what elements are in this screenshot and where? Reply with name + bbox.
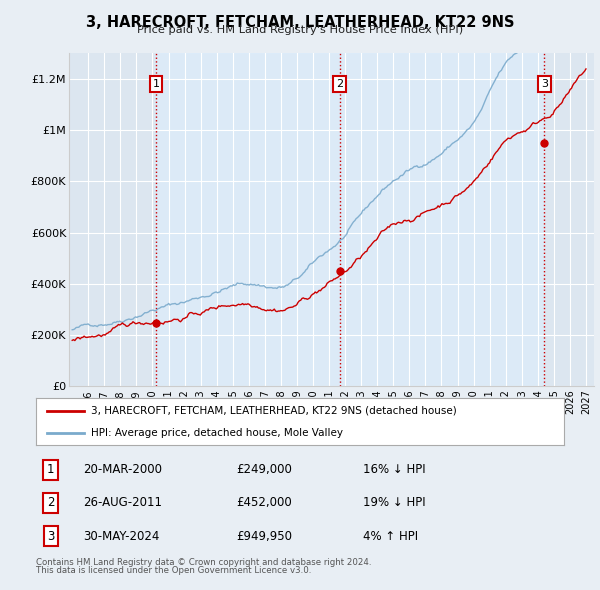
Bar [156,53,544,386]
Text: 2: 2 [336,79,343,89]
Text: 16% ↓ HPI: 16% ↓ HPI [364,463,426,477]
Text: 3: 3 [47,529,55,543]
Text: 3: 3 [541,79,548,89]
Text: 4% ↑ HPI: 4% ↑ HPI [364,529,418,543]
Text: 3, HARECROFT, FETCHAM, LEATHERHEAD, KT22 9NS (detached house): 3, HARECROFT, FETCHAM, LEATHERHEAD, KT22… [91,406,457,416]
Text: 20-MAR-2000: 20-MAR-2000 [83,463,163,477]
Text: 26-AUG-2011: 26-AUG-2011 [83,496,163,510]
Text: This data is licensed under the Open Government Licence v3.0.: This data is licensed under the Open Gov… [36,566,311,575]
Text: £249,000: £249,000 [236,463,293,477]
Text: Contains HM Land Registry data © Crown copyright and database right 2024.: Contains HM Land Registry data © Crown c… [36,558,371,566]
Text: Price paid vs. HM Land Registry's House Price Index (HPI): Price paid vs. HM Land Registry's House … [137,25,463,35]
Text: 3, HARECROFT, FETCHAM, LEATHERHEAD, KT22 9NS: 3, HARECROFT, FETCHAM, LEATHERHEAD, KT22… [86,15,514,30]
Text: HPI: Average price, detached house, Mole Valley: HPI: Average price, detached house, Mole… [91,428,343,438]
Text: £949,950: £949,950 [236,529,293,543]
Text: 1: 1 [47,463,55,477]
Text: £452,000: £452,000 [236,496,292,510]
Text: 1: 1 [152,79,160,89]
Text: 30-MAY-2024: 30-MAY-2024 [83,529,160,543]
Text: 19% ↓ HPI: 19% ↓ HPI [364,496,426,510]
Text: 2: 2 [47,496,55,510]
